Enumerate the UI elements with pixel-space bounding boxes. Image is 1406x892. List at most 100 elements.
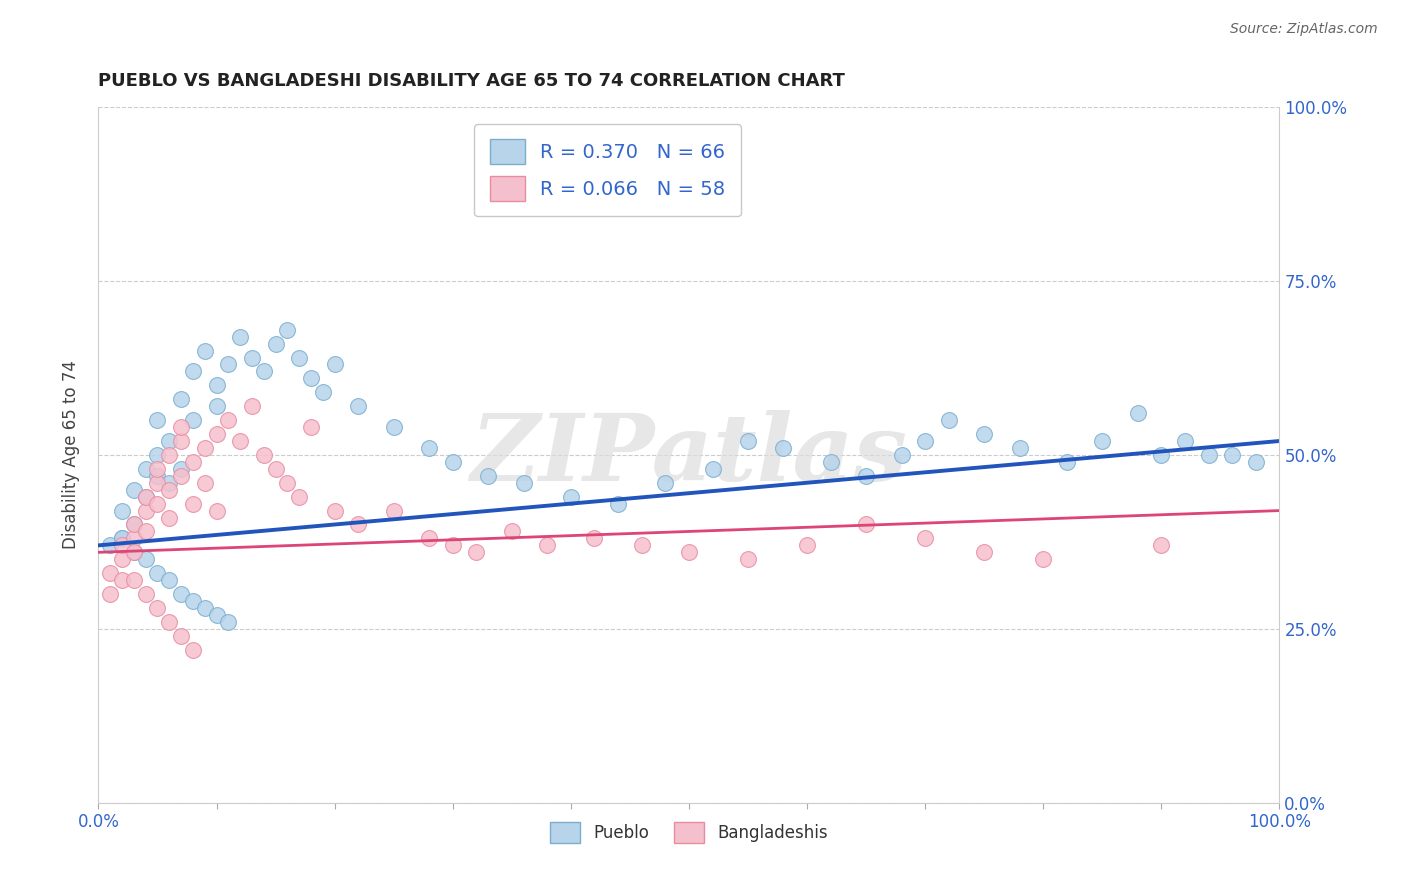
Point	[772, 441, 794, 455]
Point	[465, 545, 488, 559]
Point	[418, 441, 440, 455]
Point	[630, 538, 652, 552]
Point	[299, 420, 322, 434]
Point	[418, 532, 440, 546]
Point	[135, 462, 157, 476]
Point	[501, 524, 523, 539]
Point	[323, 503, 346, 517]
Point	[170, 462, 193, 476]
Point	[347, 517, 370, 532]
Point	[146, 475, 169, 490]
Point	[382, 420, 405, 434]
Point	[276, 323, 298, 337]
Point	[135, 490, 157, 504]
Point	[914, 434, 936, 448]
Point	[181, 594, 204, 608]
Point	[288, 490, 311, 504]
Point	[264, 336, 287, 351]
Point	[240, 399, 263, 413]
Point	[217, 358, 239, 372]
Point	[194, 601, 217, 615]
Point	[122, 483, 145, 497]
Point	[607, 497, 630, 511]
Point	[205, 427, 228, 442]
Point	[678, 545, 700, 559]
Point	[536, 538, 558, 552]
Point	[205, 503, 228, 517]
Point	[347, 399, 370, 413]
Point	[702, 462, 724, 476]
Point	[264, 462, 287, 476]
Point	[111, 503, 134, 517]
Point	[135, 587, 157, 601]
Point	[288, 351, 311, 365]
Point	[1150, 448, 1173, 462]
Point	[170, 434, 193, 448]
Point	[1008, 441, 1031, 455]
Point	[1056, 455, 1078, 469]
Point	[229, 329, 252, 343]
Point	[135, 490, 157, 504]
Point	[135, 524, 157, 539]
Point	[157, 448, 180, 462]
Point	[157, 475, 180, 490]
Point	[146, 601, 169, 615]
Point	[157, 483, 180, 497]
Point	[111, 573, 134, 587]
Point	[737, 434, 759, 448]
Point	[194, 441, 217, 455]
Point	[855, 517, 877, 532]
Point	[205, 378, 228, 392]
Point	[194, 475, 217, 490]
Point	[583, 532, 606, 546]
Point	[181, 642, 204, 657]
Point	[181, 497, 204, 511]
Point	[205, 607, 228, 622]
Point	[170, 420, 193, 434]
Point	[146, 497, 169, 511]
Point	[181, 455, 204, 469]
Text: PUEBLO VS BANGLADESHI DISABILITY AGE 65 TO 74 CORRELATION CHART: PUEBLO VS BANGLADESHI DISABILITY AGE 65 …	[98, 72, 845, 90]
Point	[796, 538, 818, 552]
Point	[98, 587, 121, 601]
Point	[323, 358, 346, 372]
Point	[654, 475, 676, 490]
Point	[1244, 455, 1267, 469]
Point	[890, 448, 912, 462]
Point	[240, 351, 263, 365]
Point	[122, 517, 145, 532]
Point	[855, 468, 877, 483]
Point	[253, 448, 276, 462]
Point	[1091, 434, 1114, 448]
Point	[973, 545, 995, 559]
Point	[170, 392, 193, 407]
Legend: Pueblo, Bangladeshis: Pueblo, Bangladeshis	[543, 815, 835, 850]
Point	[477, 468, 499, 483]
Point	[146, 566, 169, 581]
Point	[512, 475, 534, 490]
Point	[146, 448, 169, 462]
Point	[382, 503, 405, 517]
Point	[217, 615, 239, 629]
Point	[217, 413, 239, 427]
Point	[111, 552, 134, 566]
Point	[146, 468, 169, 483]
Point	[229, 434, 252, 448]
Point	[111, 532, 134, 546]
Point	[1220, 448, 1243, 462]
Point	[276, 475, 298, 490]
Point	[299, 371, 322, 385]
Point	[312, 385, 335, 400]
Point	[146, 462, 169, 476]
Point	[1126, 406, 1149, 420]
Text: ZIPatlas: ZIPatlas	[471, 410, 907, 500]
Point	[170, 468, 193, 483]
Point	[157, 434, 180, 448]
Point	[170, 587, 193, 601]
Point	[1174, 434, 1197, 448]
Point	[1198, 448, 1220, 462]
Point	[205, 399, 228, 413]
Point	[98, 566, 121, 581]
Point	[98, 538, 121, 552]
Point	[560, 490, 582, 504]
